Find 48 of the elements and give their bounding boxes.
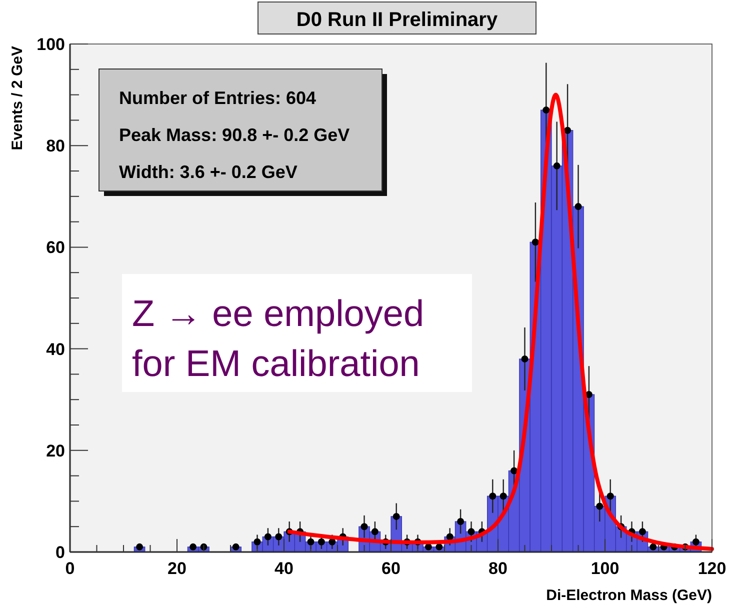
point [553,162,560,170]
point [360,523,368,530]
y-tick-label: 60 [46,238,65,258]
point [275,533,282,540]
x-tick-label: 40 [274,559,294,578]
point [500,492,507,500]
point [638,528,646,536]
point [489,492,496,500]
point [606,492,614,500]
point [457,518,464,526]
point [264,533,272,540]
point [468,528,475,536]
x-axis-title: Di-Electron Mass (GeV) [546,587,712,604]
point [328,538,336,546]
point [650,543,657,550]
point [190,543,197,550]
x-tick-label: 80 [488,559,508,578]
point [436,543,443,550]
point [232,543,240,550]
x-tick-label: 60 [382,559,400,578]
point [596,502,604,510]
point [307,538,314,546]
point [254,538,261,546]
y-tick-label: 20 [46,441,65,460]
x-tick-label: 120 [698,559,726,578]
x-tick-label: 20 [168,559,186,578]
point [532,238,539,246]
y-tick-label: 40 [46,340,65,359]
point [542,106,550,114]
point [521,355,528,362]
y-tick-label: 100 [36,35,65,54]
point [574,203,582,210]
point [424,543,432,550]
point [692,538,700,546]
annotation: Number of Entries: 604 Peak Mass: 90.8 +- 0.2 GeV Width: 3.6 +- 0.2 GeV [119,88,350,182]
y-tick-label: 0 [56,543,65,562]
y-tick-label: 80 [46,136,65,156]
y-axis-title: Events / 2 GeV [9,46,26,150]
point [371,528,378,536]
point [446,533,454,540]
annotation: Z → ee employed for EM calibration [132,293,424,384]
point [510,467,518,474]
point [136,543,144,550]
point [392,512,400,520]
point [564,126,572,134]
x-tick-label: 100 [590,559,620,578]
point [318,538,325,546]
chart-title: D0 Run II Preliminary [296,9,498,31]
